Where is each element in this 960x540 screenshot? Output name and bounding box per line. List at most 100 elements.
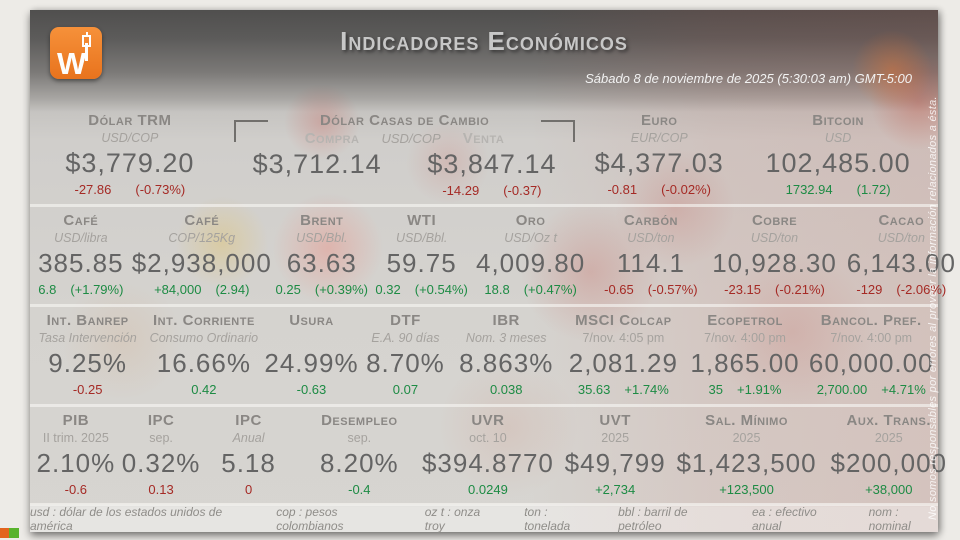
logo-letter: W bbox=[57, 46, 87, 81]
indicator-label: Ecopetrol bbox=[707, 312, 783, 329]
glossary-item: oz t : onza troy bbox=[424, 504, 481, 533]
indicator-dolar-casas-cambio: Dólar Casas de Cambio Compra USD/COP Ven… bbox=[230, 112, 580, 205]
change-delta: -23.15 bbox=[724, 282, 762, 297]
app-logo: W bbox=[50, 27, 102, 79]
glossary-item: ea : efectivo anual bbox=[751, 504, 817, 533]
glossary-bar: usd : dólar de los estados unidos de amé… bbox=[30, 504, 938, 533]
indicator-desempleo: Desempleo sep. 8.20% -0.4 bbox=[297, 412, 422, 505]
indicator-change: 35.63 +1.74% bbox=[562, 381, 685, 398]
green-mark bbox=[9, 528, 19, 538]
indicator-sublabel: USD/Bbl. bbox=[296, 231, 348, 245]
disclaimer-text: No somos responsables por errores al pro… bbox=[927, 96, 939, 520]
indicator-value: 4,009.80 bbox=[475, 248, 586, 278]
indicator-label: Bitcoin bbox=[812, 112, 864, 129]
change-pct: (1.72) bbox=[856, 182, 891, 197]
indicator-sublabel: sep. bbox=[149, 431, 173, 445]
indicator-change: 18.8 (+0.47%) bbox=[472, 281, 590, 298]
change-delta: 35 bbox=[708, 382, 724, 397]
indicator-dolar-trm: Dólar TRM USD/COP $3,779.20 -27.86 (-0.7… bbox=[30, 112, 230, 205]
change-delta: +84,000 bbox=[154, 282, 202, 297]
indicator-change: 0.0249 bbox=[422, 481, 554, 498]
change-delta: -0.63 bbox=[296, 382, 327, 397]
indicator-bancol-pref: Bancol. Pref. 7/nov. 4:00 pm 60,000.00 2… bbox=[805, 312, 937, 405]
indicator-cafe-cop: Café COP/125Kg $2,938,000 +84,000 (2.94) bbox=[132, 212, 272, 305]
indicator-sublabel: Nom. 3 meses bbox=[465, 331, 547, 345]
indicator-label: Café bbox=[63, 212, 99, 229]
indicator-label: PIB bbox=[62, 412, 90, 429]
indicator-sublabel: 2025 bbox=[874, 431, 903, 445]
indicator-sublabel: E.A. 90 días bbox=[371, 331, 440, 345]
indicator-change: 0.13 bbox=[122, 481, 201, 498]
change-delta: -0.65 bbox=[604, 282, 634, 297]
indicator-value: $49,799 bbox=[564, 448, 666, 478]
indicator-sublabel: USD/ton bbox=[750, 231, 799, 245]
change-delta: -0.6 bbox=[64, 482, 88, 497]
indicator-sublabel: COP/125Kg bbox=[168, 231, 236, 245]
indicator-sublabel: 2025 bbox=[732, 431, 761, 445]
indicator-value: 2.10% bbox=[36, 448, 116, 478]
indicator-change: -0.25 bbox=[30, 381, 145, 398]
indicator-msci-colcap: MSCI Colcap 7/nov. 4:05 pm 2,081.29 35.6… bbox=[562, 312, 685, 405]
indicator-cobre: Cobre USD/ton 10,928.30 -23.15 (-0.21%) bbox=[712, 212, 837, 305]
indicator-change: 0 bbox=[200, 481, 296, 498]
change-delta: 1732.94 bbox=[785, 182, 833, 197]
indicator-sublabel: sep. bbox=[347, 431, 372, 445]
indicator-sublabel: USD/Bbl. bbox=[395, 231, 448, 245]
indicator-value: 63.63 bbox=[286, 248, 357, 278]
indicator-label: UVR bbox=[471, 412, 505, 429]
indicator-value: 8.863% bbox=[459, 348, 554, 378]
indicator-pib: PIB II trim. 2025 2.10% -0.6 bbox=[30, 412, 122, 505]
indicator-sublabel: USD bbox=[824, 131, 852, 145]
indicator-change: 35 +1.91% bbox=[685, 381, 806, 398]
indicator-change: 6.8 (+1.79%) bbox=[30, 281, 132, 298]
indicator-value: 385.85 bbox=[38, 248, 124, 278]
indicator-label: Euro bbox=[641, 112, 678, 129]
indicator-sublabel: Anual bbox=[232, 431, 265, 445]
change-delta: -27.86 bbox=[74, 182, 112, 197]
indicator-value: 8.70% bbox=[366, 348, 445, 378]
indicator-cacao: Cacao USD/ton 6,143.00 -129 (-2.06%) bbox=[837, 212, 960, 305]
glossary-item: ton : tonelada bbox=[524, 504, 571, 533]
indicator-change: -0.63 bbox=[262, 381, 360, 398]
change-delta: +123,500 bbox=[719, 482, 774, 497]
change-delta: +38,000 bbox=[865, 482, 913, 497]
indicator-change: -0.4 bbox=[297, 481, 422, 498]
indicator-sublabel: Consumo Ordinario bbox=[149, 331, 259, 345]
compra-label: Compra bbox=[304, 130, 360, 147]
indicator-sublabel: USD/ton bbox=[877, 231, 925, 245]
indicator-change: +84,000 (2.94) bbox=[132, 281, 272, 298]
change-pct: (+0.47%) bbox=[523, 282, 577, 297]
bracket-right-icon bbox=[541, 120, 576, 142]
change-delta: -14.29 bbox=[442, 183, 480, 198]
change-delta: 6.8 bbox=[38, 282, 57, 297]
indicator-value: $394.8770 bbox=[421, 448, 554, 478]
spacer bbox=[230, 181, 405, 199]
corner-marks bbox=[0, 528, 19, 538]
indicator-sublabel: II trim. 2025 bbox=[42, 431, 109, 445]
change-pct: (+0.54%) bbox=[414, 282, 468, 297]
indicator-value: 114.1 bbox=[616, 248, 685, 278]
indicator-sublabel: EUR/COP bbox=[630, 131, 688, 145]
change-delta: -0.4 bbox=[348, 482, 371, 497]
indicator-change: -129 (-2.06%) bbox=[837, 281, 960, 298]
change-pct: (+0.39%) bbox=[314, 282, 368, 297]
indicator-label: Carbón bbox=[623, 212, 678, 229]
indicator-value: 1,865.00 bbox=[690, 348, 800, 378]
indicator-sublabel: oct. 10 bbox=[469, 431, 507, 445]
indicator-cafe-usd: Café USD/libra 385.85 6.8 (+1.79%) bbox=[30, 212, 132, 305]
indicator-value: 16.66% bbox=[156, 348, 251, 378]
indicator-uvt: UVT 2025 $49,799 +2,734 bbox=[554, 412, 677, 505]
indicator-ibr: IBR Nom. 3 meses 8.863% 0.038 bbox=[450, 312, 562, 405]
bracket-left-icon bbox=[233, 120, 268, 142]
indicator-label: WTI bbox=[407, 212, 437, 229]
indicator-change: 0.038 bbox=[450, 381, 562, 398]
indicator-value: $200,000 bbox=[830, 448, 947, 478]
row-separator bbox=[30, 404, 938, 407]
change-delta: -129 bbox=[856, 282, 883, 297]
indicator-value: 0.32% bbox=[121, 448, 201, 478]
indicator-value: 8.20% bbox=[319, 448, 399, 478]
indicator-label: Brent bbox=[300, 212, 344, 229]
indicator-value: 2,081.29 bbox=[568, 348, 678, 378]
indicator-uvr: UVR oct. 10 $394.8770 0.0249 bbox=[422, 412, 554, 505]
indicator-label: Dólar Casas de Cambio bbox=[319, 112, 490, 129]
